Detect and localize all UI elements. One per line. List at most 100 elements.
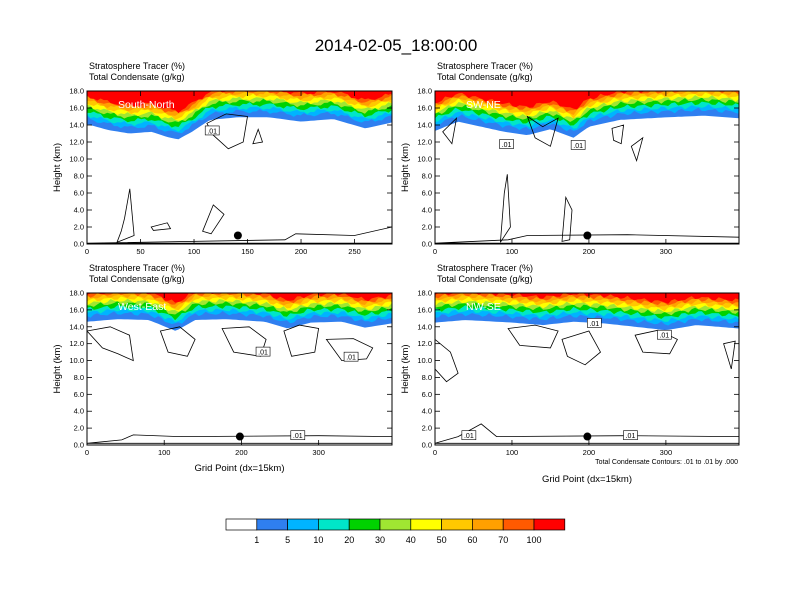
y-tick-label: 14.0 xyxy=(417,121,432,130)
subtitle-tracer: Stratosphere Tracer (%) xyxy=(89,263,185,273)
y-tick-label: 10.0 xyxy=(417,155,432,164)
condensate-contour xyxy=(87,326,134,362)
y-tick-label: 16.0 xyxy=(417,104,432,113)
tracer-field xyxy=(435,91,739,138)
y-axis-label: Height (km) xyxy=(52,143,63,192)
colorbar-swatch xyxy=(472,518,504,531)
y-tick-label: 0.0 xyxy=(74,240,84,249)
contour-label-box xyxy=(343,351,359,362)
contour-label: .01 xyxy=(589,321,599,328)
y-tick-label: 12.0 xyxy=(69,138,84,147)
panel-south-north: .01 South-North 0.0 2.0 4.0 6.0 8.0 10.0 12.0 14.… xyxy=(52,61,393,256)
contour-label: .01 xyxy=(573,143,583,150)
condensate-contour xyxy=(561,330,602,366)
condensate-contour xyxy=(325,338,374,362)
location-marker xyxy=(583,231,592,240)
y-tick-label: 18.0 xyxy=(69,289,84,298)
x-tick-label: 300 xyxy=(660,247,673,256)
y-tick-label: 18.0 xyxy=(417,289,432,298)
tracer-field xyxy=(87,293,392,331)
plot-frame xyxy=(434,90,740,245)
condensate-contour xyxy=(507,324,559,349)
colorbar-swatch xyxy=(410,518,442,531)
y-tick-label: 0.0 xyxy=(422,240,432,249)
colorbar-swatch xyxy=(318,518,350,531)
x-axis-label: Grid Point (dx=15km) xyxy=(542,474,632,485)
colorbar-label: 1 xyxy=(254,535,259,545)
x-tick-label: 50 xyxy=(136,247,144,256)
tracer-band-100 xyxy=(87,293,392,303)
contour-label-box xyxy=(499,139,514,149)
contour-label: .01 xyxy=(502,142,512,149)
figure-title: 2014-02-05_18:00:00 xyxy=(315,36,478,55)
x-tick-label: 200 xyxy=(583,247,596,256)
condensate-contour xyxy=(611,124,625,145)
plot-frame xyxy=(434,292,740,446)
contour-note: Total Condensate Contours: .01 to .01 by… xyxy=(595,459,738,466)
plot-frame xyxy=(86,90,393,245)
y-tick-label: 14.0 xyxy=(69,322,84,331)
condensate-contour xyxy=(159,326,196,357)
x-tick-label: 100 xyxy=(188,247,201,256)
contour-label: .01 xyxy=(464,433,474,440)
panel-west-east: .01 .01 .01 West-East 0.0 2.0 4.0 6.0 8.0 10.0 12.… xyxy=(52,263,393,474)
tracer-band-100 xyxy=(435,91,739,110)
y-tick-label: 18.0 xyxy=(69,87,84,96)
contour-label: .01 xyxy=(293,433,303,440)
x-tick-label: 0 xyxy=(433,448,437,457)
colorbar-swatch xyxy=(533,518,566,531)
x-tick-label: 0 xyxy=(85,247,89,256)
contour-label: .01 xyxy=(659,333,669,340)
condensate-contour xyxy=(500,174,511,243)
y-tick-label: 0.0 xyxy=(422,441,432,450)
region-label: West-East xyxy=(118,301,166,313)
condensate-contour xyxy=(435,234,739,244)
colorbar-swatch xyxy=(502,518,535,531)
tracer-field xyxy=(435,293,739,330)
condensate-contour xyxy=(150,222,172,231)
y-tick-label: 10.0 xyxy=(69,356,84,365)
y-tick-label: 4.0 xyxy=(74,206,84,215)
x-tick-label: 300 xyxy=(660,448,673,457)
x-tick-label: 300 xyxy=(312,448,325,457)
subtitle-tracer: Stratosphere Tracer (%) xyxy=(437,263,533,273)
x-tick-label: 100 xyxy=(506,448,519,457)
condensate-contour xyxy=(116,188,135,244)
location-marker xyxy=(233,231,242,240)
contour-label: .01 xyxy=(207,128,217,135)
x-tick-label: 200 xyxy=(235,448,248,457)
colorbar-swatch xyxy=(379,518,412,531)
colorbar-label: 5 xyxy=(285,535,290,545)
colorbar-label: 20 xyxy=(344,535,354,545)
y-tick-label: 6.0 xyxy=(422,390,432,399)
y-axis-label: Height (km) xyxy=(52,344,63,393)
y-tick-label: 10.0 xyxy=(417,356,432,365)
contour-label: .01 xyxy=(346,355,356,362)
y-tick-label: 10.0 xyxy=(69,155,84,164)
contour-label-box xyxy=(204,125,220,136)
y-tick-label: 6.0 xyxy=(422,189,432,198)
panel-sw-ne: .01 .01 SW-NE 0.0 2.0 4.0 6.0 8.0 10.0 12.0 14.0 16… xyxy=(400,61,740,256)
region-label: SW-NE xyxy=(466,99,501,111)
y-tick-label: 12.0 xyxy=(417,138,432,147)
y-tick-label: 2.0 xyxy=(422,223,432,232)
region-label: South-North xyxy=(118,99,175,111)
colorbar-swatch xyxy=(441,518,473,531)
contour-label-box xyxy=(290,430,306,441)
colorbar-label: 50 xyxy=(437,535,447,545)
subtitle-tracer: Stratosphere Tracer (%) xyxy=(89,61,185,71)
tracer-band-100 xyxy=(87,91,392,114)
colorbar-label: 40 xyxy=(406,535,416,545)
condensate-contour xyxy=(442,117,458,145)
contour-label-box xyxy=(623,430,638,441)
condensate-contour xyxy=(435,338,459,383)
y-tick-label: 8.0 xyxy=(74,373,84,382)
x-tick-label: 100 xyxy=(506,247,519,256)
y-tick-label: 4.0 xyxy=(74,407,84,416)
condensate-contours xyxy=(87,324,392,444)
condensate-contour xyxy=(630,136,644,163)
location-marker xyxy=(235,432,244,441)
y-tick-label: 8.0 xyxy=(422,172,432,181)
y-tick-label: 16.0 xyxy=(69,305,84,314)
y-tick-label: 16.0 xyxy=(417,305,432,314)
